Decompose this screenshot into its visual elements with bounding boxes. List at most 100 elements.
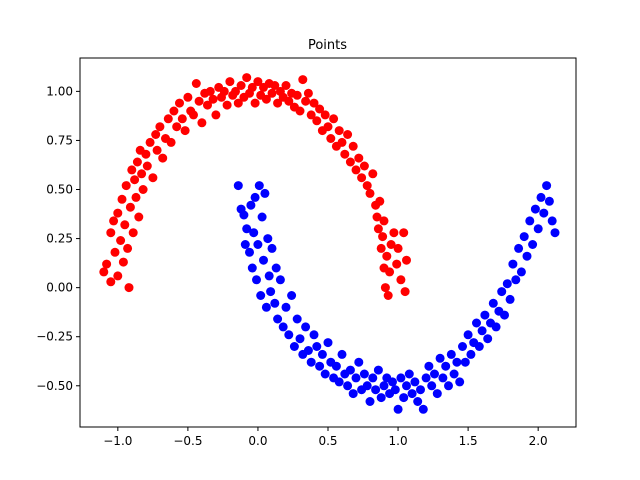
point-s1-40 — [317, 349, 327, 359]
point-s1-104 — [497, 287, 507, 297]
point-s1-70 — [402, 381, 411, 391]
point-s0-6 — [113, 271, 123, 281]
point-s1-36 — [306, 357, 316, 367]
point-s1-13 — [256, 291, 266, 300]
point-s1-7 — [247, 263, 257, 273]
point-s1-42 — [323, 338, 333, 348]
chart-title: Points — [308, 38, 347, 53]
point-s0-24 — [138, 185, 148, 194]
point-s1-123 — [550, 228, 560, 238]
point-s0-87 — [312, 116, 322, 126]
x-tick-label-0: −1.0 — [103, 434, 132, 448]
point-s1-2 — [239, 210, 249, 220]
points-layer — [99, 73, 560, 414]
point-s1-19 — [264, 271, 274, 281]
point-s1-88 — [452, 357, 462, 367]
y-tick-label-0: −0.50 — [36, 379, 73, 393]
point-s1-105 — [500, 310, 509, 320]
point-s0-118 — [383, 291, 393, 300]
point-s0-44 — [191, 79, 201, 88]
point-s1-34 — [301, 322, 311, 332]
point-s1-98 — [480, 310, 490, 320]
point-s1-82 — [435, 353, 445, 363]
point-s0-36 — [169, 106, 179, 116]
point-s0-123 — [393, 243, 403, 253]
point-s0-59 — [233, 98, 243, 108]
y-tick-label-2: 0.00 — [46, 281, 73, 295]
y-tick-label-4: 0.50 — [46, 183, 73, 197]
x-tick-label-3: 0.5 — [318, 434, 337, 448]
point-s1-61 — [376, 393, 386, 403]
point-s1-74 — [413, 397, 423, 406]
point-s1-23 — [271, 263, 281, 273]
point-s1-109 — [511, 275, 521, 285]
point-s0-90 — [320, 110, 330, 120]
point-s0-15 — [125, 202, 135, 212]
point-s1-89 — [455, 377, 465, 387]
point-s1-120 — [542, 181, 552, 191]
point-s0-121 — [389, 228, 399, 238]
point-s1-92 — [463, 330, 473, 340]
point-s0-103 — [357, 173, 367, 183]
point-s0-18 — [130, 175, 140, 185]
point-s0-98 — [343, 130, 353, 139]
point-s0-28 — [148, 173, 158, 183]
point-s0-25 — [141, 149, 151, 159]
point-s0-124 — [396, 275, 406, 285]
point-s1-4 — [242, 224, 252, 234]
x-tick-label-5: 1.5 — [459, 434, 478, 448]
x-tick-label-6: 2.0 — [529, 434, 548, 448]
point-s1-18 — [263, 234, 273, 244]
point-s1-121 — [544, 196, 554, 206]
point-s1-118 — [536, 192, 546, 202]
point-s0-125 — [399, 228, 409, 238]
point-s1-55 — [359, 369, 369, 379]
point-s1-25 — [275, 275, 285, 285]
point-s0-106 — [365, 188, 375, 198]
point-s0-111 — [375, 196, 385, 206]
point-s0-116 — [380, 283, 390, 293]
point-s1-72 — [407, 389, 417, 399]
point-s1-26 — [278, 322, 288, 332]
point-s0-48 — [203, 100, 212, 110]
point-s0-91 — [323, 122, 333, 132]
point-s0-39 — [177, 114, 187, 124]
point-s1-50 — [345, 365, 355, 375]
point-s0-119 — [385, 267, 395, 277]
point-s1-56 — [362, 381, 372, 391]
point-s1-57 — [365, 397, 375, 406]
point-s1-113 — [522, 251, 532, 261]
point-s0-35 — [166, 137, 176, 147]
y-tick-label-6: 1.00 — [46, 84, 73, 98]
point-s1-97 — [477, 326, 487, 336]
point-s0-1 — [102, 259, 112, 269]
point-s0-32 — [158, 153, 168, 163]
point-s0-115 — [379, 216, 389, 226]
y-tick-label-3: 0.25 — [46, 232, 73, 246]
point-s0-72 — [270, 81, 280, 90]
point-s0-107 — [368, 169, 378, 179]
point-s1-117 — [533, 224, 543, 234]
point-s0-81 — [295, 106, 305, 116]
point-s1-115 — [528, 240, 538, 249]
point-s0-93 — [329, 114, 339, 124]
point-s0-2 — [106, 228, 116, 238]
point-s0-19 — [131, 192, 141, 202]
point-s0-112 — [376, 243, 386, 253]
y-tick-label-5: 0.75 — [46, 133, 73, 147]
point-s0-10 — [118, 257, 128, 267]
point-s0-92 — [326, 134, 336, 143]
point-s0-26 — [142, 161, 152, 171]
point-s1-77 — [421, 373, 431, 383]
point-s0-51 — [211, 110, 221, 120]
point-s0-113 — [378, 232, 388, 242]
point-s0-21 — [134, 212, 144, 222]
point-s0-55 — [222, 100, 232, 110]
point-s1-78 — [424, 361, 434, 371]
point-s1-62 — [379, 381, 389, 391]
point-s1-75 — [416, 385, 425, 395]
point-s0-43 — [189, 110, 198, 120]
point-s1-12 — [254, 181, 264, 191]
point-s0-85 — [306, 110, 316, 120]
